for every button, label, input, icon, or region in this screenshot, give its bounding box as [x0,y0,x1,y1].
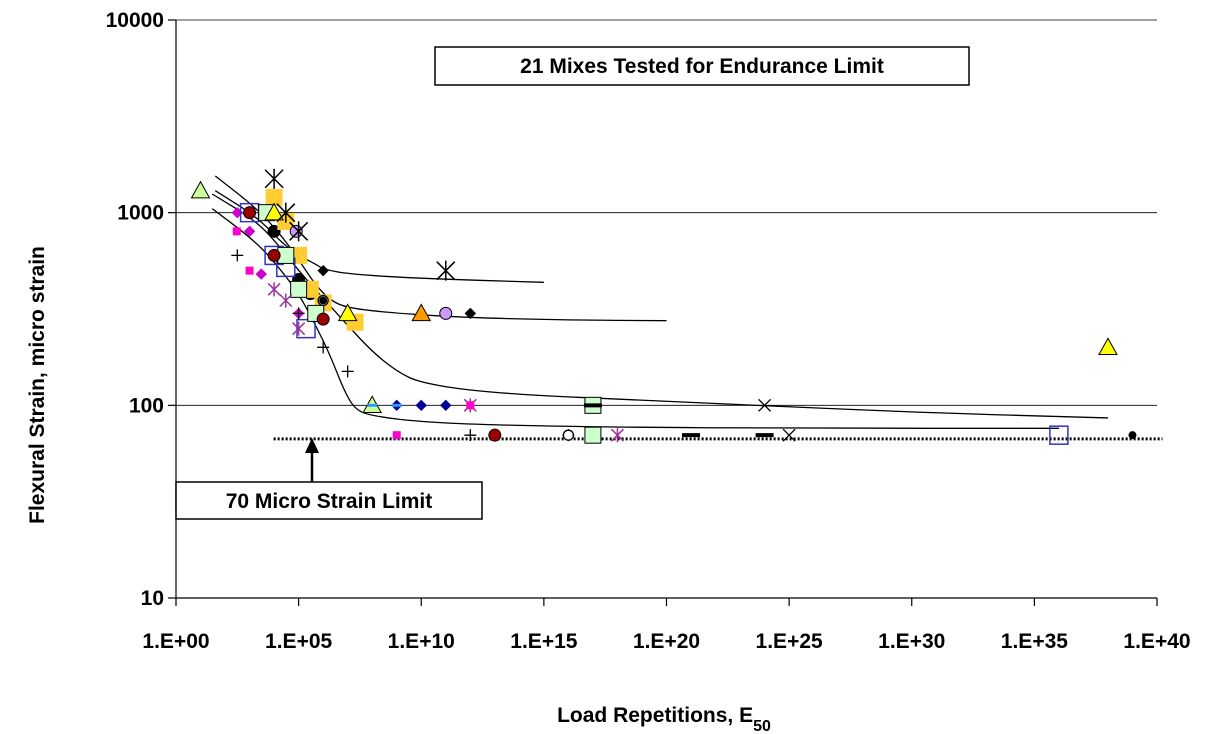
y-tick-label: 1000 [117,202,164,225]
y-tick-label: 10000 [106,9,164,32]
marker-diamond [255,268,267,280]
marker-square-small [392,431,401,440]
marker-star-x [436,260,456,281]
marker-star [279,293,293,308]
x-tick-label: 1.E+10 [388,630,455,653]
trend-curves [211,175,1108,429]
marker-dot [319,296,328,305]
marker-triangle [190,180,211,199]
tick-labels: 10 100 1000 10000 1.E+00 1.E+05 1.E+10 1.E+15 1.… [106,9,1191,653]
annotation-box-title: 21 Mixes Tested for Endurance Limit [434,46,970,86]
marker-square-open [1049,425,1069,445]
gridlines [176,19,1157,406]
marker-plus [231,249,244,262]
marker-diamond [464,307,477,320]
annotation-title-text: 21 Mixes Tested for Endurance Limit [520,55,884,78]
marker-star [292,321,306,336]
marker-dot [1128,431,1137,440]
marker-circle [267,248,281,262]
marker-plus [317,341,330,354]
trend-curve-4 [211,208,1059,429]
y-tick-label: 100 [129,394,164,417]
x-tick-label: 1.E+15 [510,630,577,653]
marker-star-x [289,221,309,242]
marker-square-small [232,227,241,236]
marker-diamond [243,225,256,238]
marker-plus [464,429,477,442]
x-axis-title-subscript: 50 [753,718,771,734]
marker-star-x [276,202,296,223]
marker-diamond [317,264,329,277]
marker-star [610,428,624,443]
marker-star-x [264,168,284,189]
annotation-limit-text: 70 Micro Strain Limit [226,490,433,513]
marker-star [267,282,281,297]
x-axis-title-main: Load Repetitions, E [557,704,753,727]
marker-triangle [411,303,432,322]
marker-plus [292,307,305,320]
data-markers [190,168,1137,445]
y-axis-title: Flexural Strain, micro strain [26,246,49,524]
marker-diamond [440,399,452,412]
marker-square [290,280,308,298]
trend-curve-3 [211,193,1108,419]
x-tick-label: 1.E+25 [756,630,823,653]
marker-diamond [415,399,427,412]
marker-triangle [337,303,358,322]
marker-triangle [264,202,284,221]
marker-plus [341,365,354,378]
marker-square-small [466,401,475,410]
marker-circle [289,224,303,238]
marker-circle [488,428,502,442]
marker-circle [439,306,453,320]
x-tick-label: 1.E+30 [878,630,945,653]
annotation-box-limit: 70 Micro Strain Limit [175,438,483,520]
x-tick-label: 1.E+35 [1001,630,1068,653]
marker-circle [316,312,330,326]
x-axis-title: Load Repetitions, E50 [557,704,771,734]
x-tick-label: 1.E+20 [633,630,700,653]
x-tick-label: 1.E+40 [1123,630,1190,653]
marker-circle [243,206,257,220]
marker-circle [267,224,281,238]
x-tick-label: 1.E+05 [265,630,332,653]
marker-square-open [296,318,316,339]
y-tick-label: 10 [141,587,164,610]
marker-x [782,428,796,442]
marker-triangle [1098,337,1118,356]
marker-square [584,426,602,444]
marker-x [758,398,772,412]
marker-square-small [245,266,254,275]
x-tick-label: 1.E+00 [142,630,209,653]
marker-circle-open [562,429,575,441]
